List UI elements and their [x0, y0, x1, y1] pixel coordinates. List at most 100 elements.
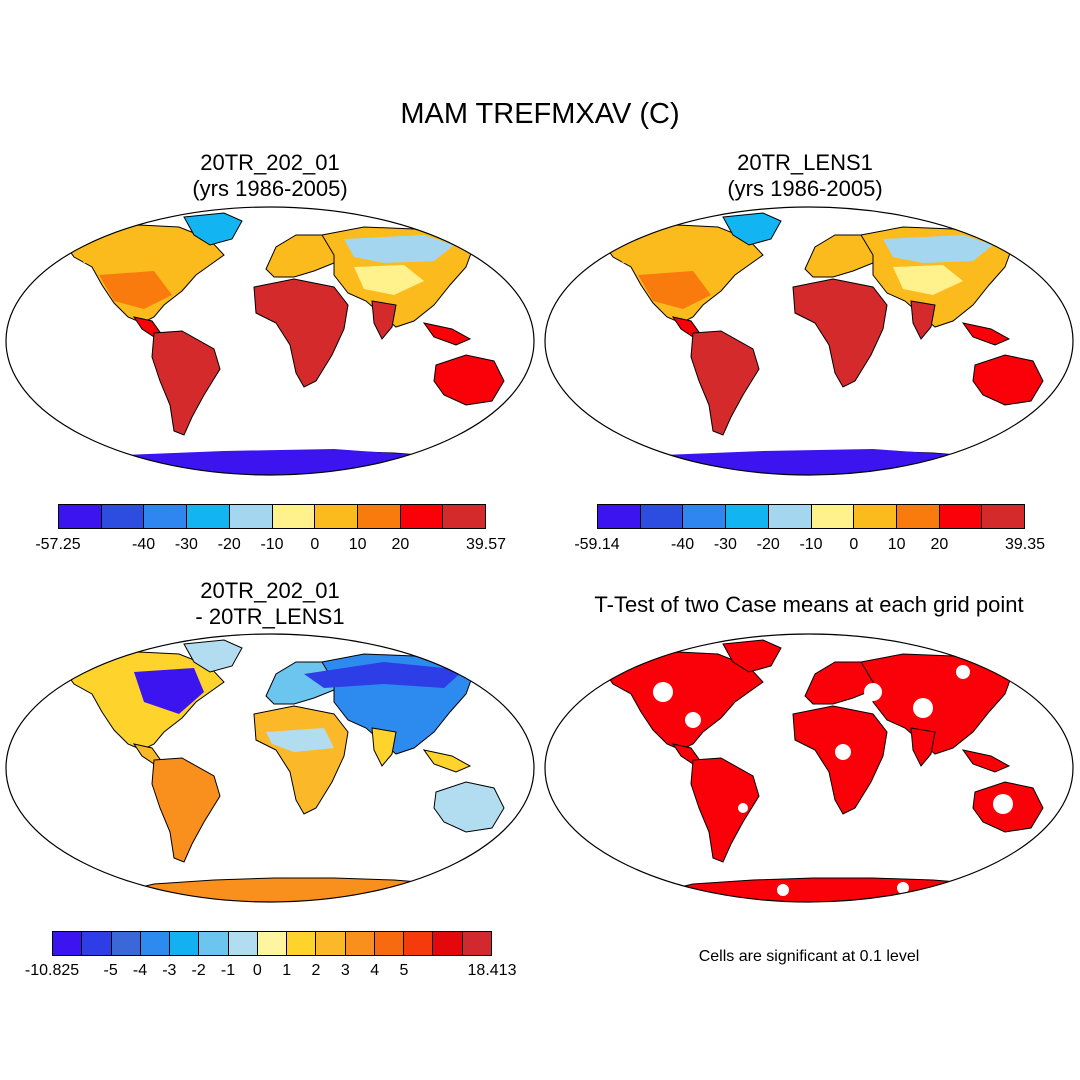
- panel3-map: [5, 633, 535, 903]
- colorbar-swatch: [140, 932, 171, 955]
- panel2-map: [544, 206, 1074, 476]
- land-seAsia: [961, 322, 1011, 346]
- colorbar-tick-label: -5: [103, 962, 118, 979]
- colorbar-tick-label: 10: [348, 536, 367, 553]
- panel1-colorbar-labels: -57.25 -40 -30 -20 -10 0 10 20 39.57: [0, 536, 1080, 556]
- colorbar-tick-label: 0: [252, 962, 262, 979]
- land-india: [910, 300, 936, 340]
- land-australia: [433, 354, 505, 406]
- colorbar-tick-label: -3: [162, 962, 177, 979]
- land-australia: [972, 354, 1044, 406]
- panel1-title-line2: (yrs 1986-2005): [192, 176, 348, 201]
- land-southAmerica: [690, 330, 760, 436]
- land-southAmerica: [151, 330, 221, 436]
- panel2-title-line2: (yrs 1986-2005): [727, 176, 883, 201]
- colorbar-tick-label: -40: [671, 536, 695, 553]
- colorbar-swatch: [59, 505, 102, 528]
- colorbar-swatch: [228, 932, 258, 955]
- land-southAmerica: [690, 757, 760, 863]
- land-africa: [253, 278, 349, 388]
- panel4-title: T-Test of two Case means at each grid po…: [594, 592, 1024, 617]
- panel2-colorbar-labels: -59.14 -40 -30 -20 -10 0 10 20 39.35: [0, 536, 1080, 556]
- colorbar-swatch: [187, 505, 230, 528]
- colorbar-swatch: [287, 932, 317, 955]
- land-india: [910, 727, 936, 767]
- colorbar-swatch: [374, 932, 405, 955]
- panel3-title-line1: 20TR_202_01: [200, 578, 340, 603]
- colorbar-tick-label: 2: [311, 962, 321, 979]
- panel2-title-line1: 20TR_LENS1: [737, 150, 873, 175]
- colorbar-tick-label: -1: [220, 962, 236, 979]
- colorbar-swatch: [199, 932, 229, 955]
- land-southAmerica: [151, 757, 221, 863]
- colorbar-swatch: [82, 932, 112, 955]
- colorbar-swatch: [433, 932, 463, 955]
- colorbar-swatch: [144, 505, 188, 528]
- colorbar-swatch: [726, 505, 769, 528]
- colorbar-swatch: [896, 505, 940, 528]
- land-africa: [253, 705, 349, 815]
- panel3-colorbar: [52, 931, 492, 956]
- colorbar-swatch: [598, 505, 641, 528]
- colorbar-tick-label: -10.825: [24, 962, 80, 979]
- colorbar-tick-label: -10: [260, 536, 284, 553]
- colorbar-swatch: [170, 932, 200, 955]
- land-australia: [433, 781, 505, 833]
- panel2-colorbar: [597, 504, 1025, 529]
- colorbar-swatch: [272, 505, 316, 528]
- colorbar-tick-label: 10: [887, 536, 906, 553]
- land-africa: [792, 278, 888, 388]
- significance-note: Cells are significant at 0.1 level: [698, 948, 920, 965]
- colorbar-swatch: [811, 505, 855, 528]
- land-greenland: [722, 639, 782, 673]
- panel1-map: [5, 206, 535, 476]
- colorbar-swatch: [229, 505, 273, 528]
- land-greenland: [183, 639, 243, 673]
- colorbar-tick-label: -20: [756, 536, 780, 553]
- colorbar-swatch: [982, 505, 1025, 528]
- colorbar-tick-label: -10: [799, 536, 823, 553]
- colorbar-tick-label: 39.57: [465, 536, 507, 553]
- colorbar-tick-label: 39.35: [1004, 536, 1046, 553]
- map-frame: [544, 633, 1074, 903]
- colorbar-swatch: [640, 505, 684, 528]
- map-frame: [5, 633, 535, 903]
- colorbar-swatch: [315, 505, 358, 528]
- land-greenland: [183, 212, 243, 246]
- colorbar-swatch: [854, 505, 897, 528]
- land-africa: [792, 705, 888, 815]
- land-seAsia: [422, 749, 472, 773]
- colorbar-tick-label: 4: [370, 962, 380, 979]
- colorbar-tick-label: -59.14: [574, 536, 620, 553]
- map-frame: [5, 206, 535, 476]
- colorbar-swatch: [462, 932, 491, 955]
- colorbar-swatch: [400, 505, 444, 528]
- panel1-title-line1: 20TR_202_01: [200, 150, 340, 175]
- colorbar-swatch: [111, 932, 141, 955]
- panel3-colorbar-labels: -10.825 -5 -4 -3 -2 -1 0 1 2 3 4 5 18.413: [0, 962, 1080, 982]
- colorbar-tick-label: -57.25: [35, 536, 81, 553]
- colorbar-swatch: [404, 932, 434, 955]
- colorbar-swatch: [257, 932, 288, 955]
- panel3-title-line2: - 20TR_LENS1: [195, 604, 345, 629]
- colorbar-tick-label: 1: [282, 962, 292, 979]
- colorbar-swatch: [443, 505, 486, 528]
- land-india: [371, 300, 397, 340]
- figure-title: MAM TREFMXAV (C): [400, 98, 680, 130]
- land-northAmerica: [602, 651, 764, 751]
- colorbar-swatch: [101, 505, 145, 528]
- colorbar-tick-label: 3: [340, 962, 350, 979]
- colorbar-tick-label: -4: [132, 962, 148, 979]
- map-frame: [544, 206, 1074, 476]
- colorbar-tick-label: -40: [132, 536, 156, 553]
- land-india: [371, 727, 397, 767]
- colorbar-swatch: [53, 932, 83, 955]
- colorbar-swatch: [357, 505, 401, 528]
- colorbar-tick-label: -30: [174, 536, 198, 553]
- colorbar-swatch: [683, 505, 727, 528]
- colorbar-swatch: [345, 932, 375, 955]
- colorbar-swatch: [316, 932, 346, 955]
- colorbar-swatch: [768, 505, 812, 528]
- colorbar-tick-label: -20: [217, 536, 241, 553]
- colorbar-tick-label: 20: [391, 536, 410, 553]
